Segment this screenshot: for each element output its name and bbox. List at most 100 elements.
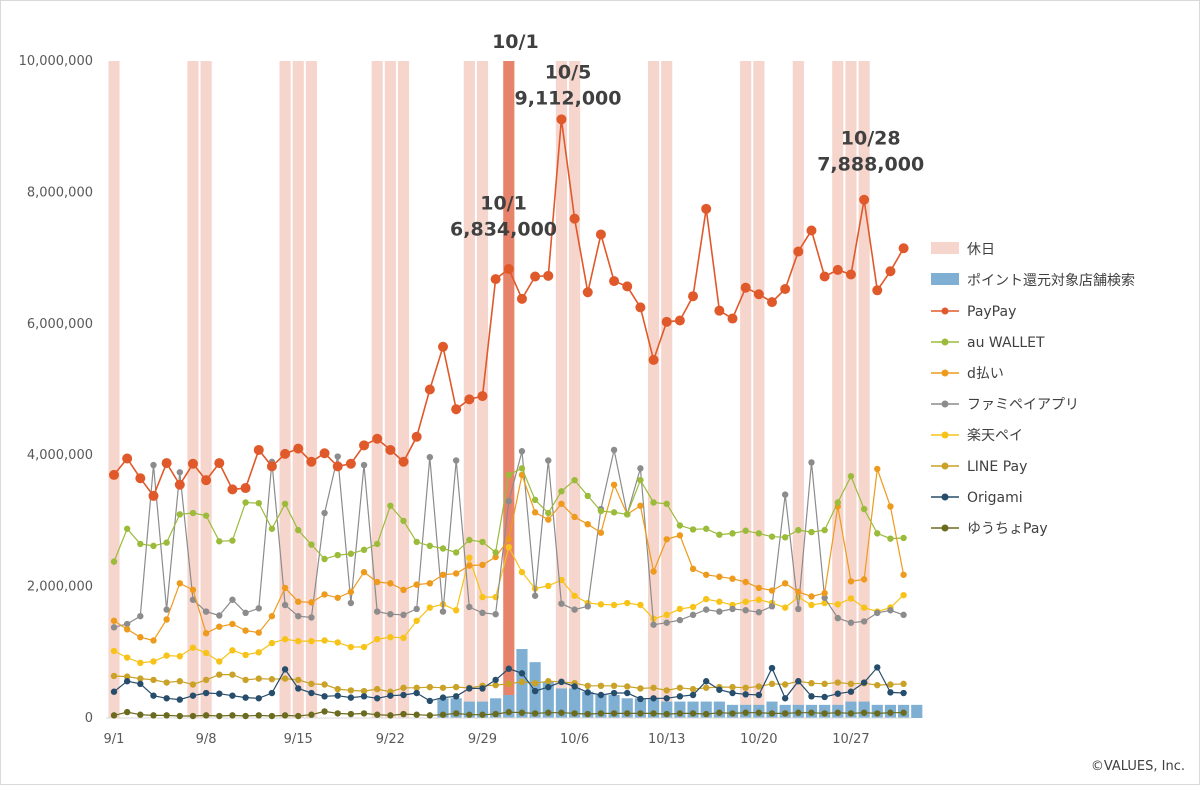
data-point-origami [216,690,223,697]
y-tick-label: 10,000,000 [19,54,93,69]
credit-text: ©VALUES, Inc. [1090,759,1185,774]
data-point-dbarai [558,500,565,508]
holiday-band [753,61,765,718]
search-bar [700,701,712,718]
search-bar [608,695,620,718]
data-point-dbarai [163,616,170,623]
x-tick-label: 10/20 [740,732,777,747]
data-point-yucho [703,710,710,718]
data-point-yucho [387,712,394,719]
data-point-paypay [622,281,633,292]
data-point-auwallet [545,509,552,517]
search-bar [490,698,502,718]
x-tick-label: 9/29 [468,732,497,747]
data-point-rakuten [781,604,789,611]
data-point-yucho [268,712,276,720]
series-dbarai [110,465,907,644]
data-point-dbarai [860,576,868,583]
data-point-yucho [202,712,210,719]
data-point-rakuten [387,633,394,641]
x-axis: 9/1 9/8 9/15 9/22 9/29 10/6 10/13 10/20 10/27 [104,732,870,747]
series-famipay [110,446,907,631]
data-point-rakuten [597,601,605,608]
holiday-band [740,61,752,718]
data-point-dbarai [308,599,315,606]
data-point-paypay [227,484,238,495]
data-point-paypay [306,456,317,467]
data-point-dbarai [176,580,183,587]
data-point-yucho [123,708,131,716]
holiday-band [292,61,304,718]
y-tick-label: 0 [85,711,93,726]
data-point-yucho [795,709,802,716]
data-point-paypay [806,225,817,236]
data-point-famipay [558,600,565,607]
data-point-rakuten [742,598,749,605]
legend-item-auwallet: au WALLET [931,335,1045,351]
data-point-rakuten [545,582,552,590]
data-point-famipay [189,596,197,603]
data-point-dbarai [452,570,460,577]
data-point-paypay [872,285,883,296]
data-point-rakuten [703,595,710,603]
data-point-famipay [808,459,815,466]
data-point-rakuten [110,647,118,655]
data-point-linepay [308,680,315,688]
data-point-dbarai [426,580,434,587]
data-point-paypay [569,213,580,224]
data-point-paypay [859,194,870,205]
data-point-linepay [176,678,183,685]
data-point-origami [624,689,631,697]
data-point-linepay [110,672,118,680]
data-point-famipay [742,607,749,614]
legend-swatch-marker [941,338,949,346]
data-point-yucho [847,710,855,717]
data-point-paypay [451,404,462,415]
data-point-rakuten [255,649,262,656]
data-point-famipay [795,605,802,613]
data-point-linepay [492,681,499,689]
data-point-origami [531,687,539,695]
data-point-linepay [413,684,420,691]
data-point-linepay [216,671,223,678]
y-tick-label: 6,000,000 [27,317,93,332]
data-point-paypay [714,305,725,316]
data-point-famipay [466,603,473,611]
data-point-linepay [742,684,749,691]
data-point-auwallet [163,539,170,546]
legend-label: ファミペイアプリ [967,397,1079,413]
data-point-paypay [187,458,198,469]
data-point-yucho [505,708,512,716]
holiday-band [555,61,568,718]
search-bar [766,701,778,718]
data-point-famipay [887,607,894,614]
data-point-dbarai [123,626,131,633]
data-point-origami [189,692,197,699]
data-point-rakuten [334,639,341,646]
data-point-origami [242,694,249,701]
data-point-rakuten [137,659,144,667]
data-point-dbarai [755,584,763,592]
holiday-band [397,61,410,718]
data-point-linepay [518,678,526,686]
data-point-rakuten [295,637,302,645]
search-bar [621,698,633,718]
legend-item-search: ポイント還元対象店舗検索 [931,272,1135,289]
data-point-auwallet [610,509,618,516]
data-point-rakuten [834,601,841,608]
data-point-dbarai [268,612,276,620]
data-point-dbarai [360,568,368,576]
holiday-band [832,61,844,718]
data-point-dbarai [400,586,407,594]
data-point-origami [308,689,315,697]
data-point-auwallet [413,538,420,546]
data-point-rakuten [518,568,526,576]
data-point-origami [558,678,565,686]
data-point-famipay [150,461,157,469]
data-point-auwallet [584,492,591,500]
legend-item-yucho: ゆうちょPay [931,521,1048,537]
data-point-paypay [674,315,685,326]
data-point-paypay [293,443,304,454]
data-point-yucho [110,712,118,719]
data-point-paypay [332,461,343,472]
